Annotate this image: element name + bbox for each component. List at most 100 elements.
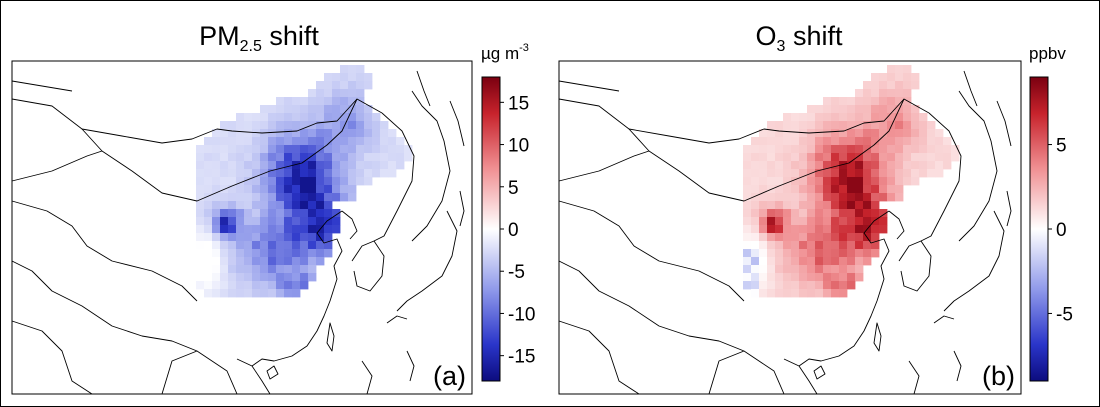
heatmap-cell [887,121,896,130]
border-line [361,360,373,395]
heatmap-cell [911,113,920,122]
colorbar-b-bar [1029,76,1049,382]
heatmap-cell [767,241,776,250]
heatmap-cell [847,225,856,234]
heatmap-cell [887,161,896,170]
heatmap-cell [839,169,848,178]
heatmap-cell [815,241,824,250]
heatmap-cell [831,233,840,242]
heatmap-cell [919,121,928,130]
border-line [996,100,1012,147]
heatmap-cell [268,145,277,154]
heatmap-cell [799,113,808,122]
heatmap-cell [759,153,768,162]
heatmap-cell [775,145,784,154]
border-line [898,240,932,292]
heatmap-cell [839,289,848,298]
heatmap-cell [340,177,349,186]
heatmap-cell [855,97,864,106]
heatmap-cell [775,137,784,146]
heatmap-cell [839,209,848,218]
heatmap-cell [815,289,824,298]
heatmap-cell [220,217,229,226]
heatmap-cell [340,121,349,130]
heatmap-cell [807,137,816,146]
heatmap-cell [204,265,213,274]
heatmap-cell [284,153,293,162]
heatmap-cell [348,97,357,106]
heatmap-cell [220,273,229,282]
heatmap-cell [847,249,856,258]
heatmap-cell [743,249,752,258]
heatmap-cell [340,89,349,98]
heatmap-cell [943,137,952,146]
heatmap-cell [879,177,888,186]
heatmap-cell [919,137,928,146]
heatmap-cell [823,97,832,106]
heatmap-cell [823,233,832,242]
heatmap-cell [751,225,760,234]
heatmap-cell [831,217,840,226]
heatmap-cell [276,153,285,162]
heatmap-cell [807,185,816,194]
heatmap-cell [204,217,213,226]
heatmap-cell [260,209,269,218]
heatmap-cell [308,273,317,282]
heatmap-cell [839,257,848,266]
heatmap-cell [268,177,277,186]
heatmap-cell [767,201,776,210]
heatmap-cell [332,161,341,170]
heatmap-cell [783,137,792,146]
heatmap-cell [252,225,261,234]
heatmap-cell [292,177,301,186]
heatmap-cell [268,113,277,122]
heatmap-cell [212,281,221,290]
heatmap-cell [839,201,848,210]
heatmap-cell [252,153,261,162]
heatmap-cell [268,129,277,138]
heatmap-cell [196,193,205,202]
heatmap-cell [364,161,373,170]
heatmap-cell [212,137,221,146]
heatmap-cell [196,153,205,162]
heatmap-cell [751,137,760,146]
heatmap-cell [236,113,245,122]
border-line [266,365,279,380]
heatmap-cell [831,185,840,194]
heatmap-cell [919,129,928,138]
heatmap-cell [204,145,213,154]
heatmap-cell [767,257,776,266]
heatmap-cell [324,225,333,234]
border-line [813,365,826,380]
heatmap-cell [356,153,365,162]
heatmap-cell [284,129,293,138]
heatmap-cell [879,113,888,122]
border-line [396,210,458,312]
heatmap-cell [759,161,768,170]
heatmap-cell [268,193,277,202]
heatmap-cell [372,169,381,178]
heatmap-cell [895,65,904,74]
heatmap-cell [380,121,389,130]
heatmap-cell [783,193,792,202]
heatmap-cell [276,241,285,250]
heatmap-cell [340,73,349,82]
heatmap-cell [236,185,245,194]
heatmap-cell [220,249,229,258]
heatmap-cell [260,153,269,162]
heatmap-cell [759,129,768,138]
heatmap-cell [292,121,301,130]
heatmap-cell [823,193,832,202]
heatmap-cell [340,137,349,146]
heatmap-cell [348,193,357,202]
heatmap-cell [839,217,848,226]
heatmap-cell [380,137,389,146]
heatmap-cell [204,169,213,178]
heatmap-cell [791,217,800,226]
heatmap-cell [308,129,317,138]
heatmap-cell [260,137,269,146]
heatmap-cell [783,201,792,210]
heatmap-cell [775,169,784,178]
heatmap-cell [743,209,752,218]
heatmap-cell [751,249,760,258]
